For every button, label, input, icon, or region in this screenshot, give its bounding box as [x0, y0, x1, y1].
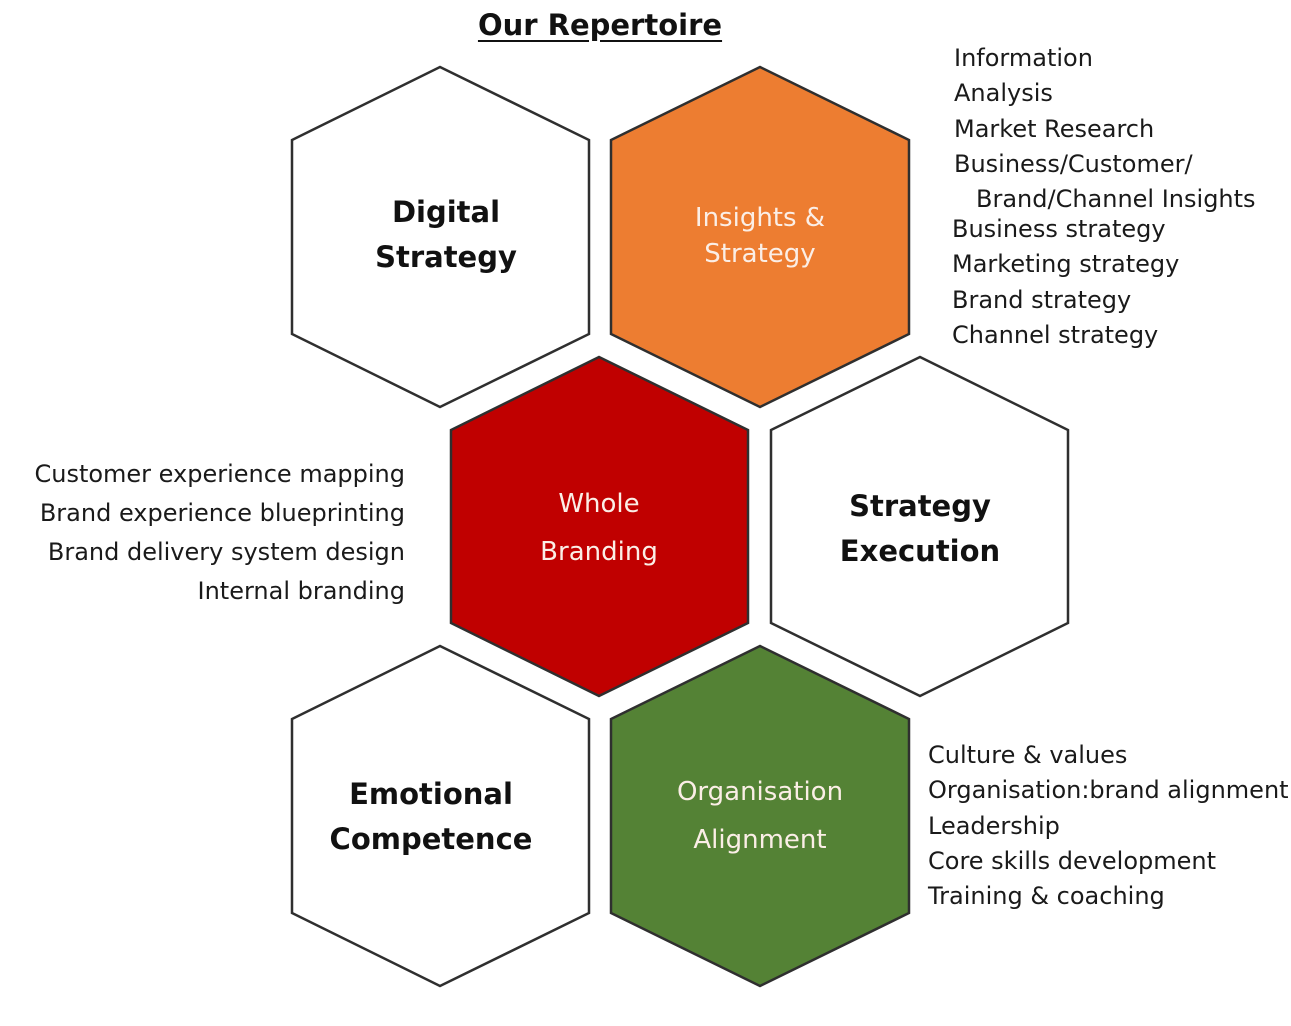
list-item: Brand experience blueprinting — [39, 499, 405, 527]
list-item: Customer experience mapping — [34, 460, 405, 488]
hex-emotional-competence — [290, 644, 591, 988]
insights-list: Information Analysis Market Research Bus… — [954, 41, 1256, 217]
hex-digital-strategy — [290, 65, 591, 409]
hex-organisation-alignment — [609, 644, 911, 988]
list-item: Market Research — [954, 114, 1155, 143]
label-digital-strategy: Digital Strategy — [375, 195, 517, 274]
label-insights-strategy: Insights & Strategy — [694, 203, 826, 269]
hex-strategy-execution — [769, 355, 1070, 698]
list-item: Brand delivery system design — [47, 538, 405, 566]
list-item: Information — [954, 44, 1093, 72]
list-item: Culture & values — [928, 741, 1128, 769]
list-item: Leadership — [928, 811, 1060, 840]
list-item: Channel strategy — [952, 320, 1159, 349]
hex-insights-strategy — [609, 65, 911, 409]
label-whole-branding: Whole Branding — [540, 489, 658, 567]
list-item: Training & coaching — [928, 882, 1165, 911]
list-item: Analysis — [954, 79, 1053, 108]
list-item: Core skills development — [928, 846, 1217, 875]
list-item: Business/Customer/ — [954, 149, 1193, 178]
list-item: Business strategy — [952, 215, 1166, 243]
hex-whole-branding — [449, 355, 750, 698]
list-item: Marketing strategy — [952, 250, 1180, 279]
list-item: Brand strategy — [952, 285, 1132, 314]
diagram-title: Our Repertoire — [477, 8, 723, 42]
label-emotional-competence: Emotional Competence — [329, 777, 533, 856]
organisation-list: Culture & values Organisation:brand alig… — [928, 738, 1289, 914]
list-item: Brand/Channel Insights — [976, 185, 1256, 214]
label-strategy-execution: Strategy Execution — [839, 489, 1001, 568]
label-organisation-alignment: Organisation Alignment — [676, 777, 844, 855]
list-item: Organisation:brand alignment — [928, 776, 1289, 805]
strategy-list: Business strategy Marketing strategy Bra… — [952, 212, 1179, 353]
list-item: Internal branding — [197, 577, 406, 605]
branding-list: Customer experience mapping Brand experi… — [34, 455, 405, 611]
